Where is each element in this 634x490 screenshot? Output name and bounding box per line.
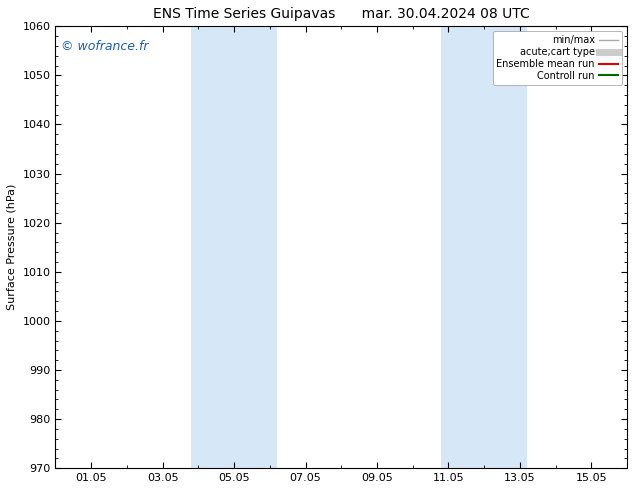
Text: © wofrance.fr: © wofrance.fr (61, 40, 149, 52)
Bar (191, 26, 277, 468)
Bar (441, 26, 527, 468)
Title: ENS Time Series Guipavas      mar. 30.04.2024 08 UTC: ENS Time Series Guipavas mar. 30.04.2024… (153, 7, 529, 21)
Legend: min/max, acute;cart type, Ensemble mean run, Controll run: min/max, acute;cart type, Ensemble mean … (493, 31, 622, 85)
Y-axis label: Surface Pressure (hPa): Surface Pressure (hPa) (7, 184, 17, 311)
